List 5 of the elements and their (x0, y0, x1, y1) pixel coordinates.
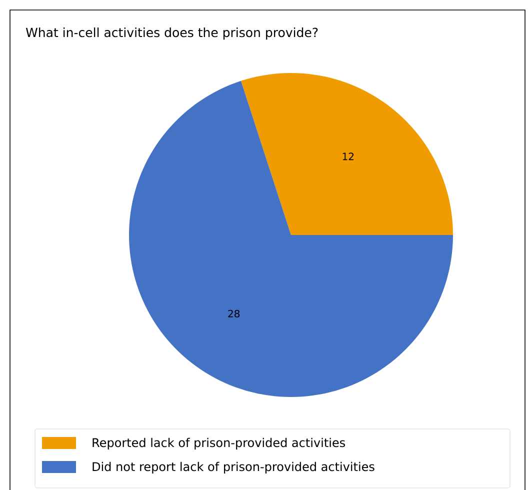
data-label: 12 (342, 152, 354, 160)
legend-label: Did not report lack of prison-provided activities (92, 462, 374, 474)
data-label: 28 (228, 310, 240, 318)
legend-label: Reported lack of prison-provided activities (92, 438, 346, 450)
chart-title: What in-cell activities does the prison provide? (26, 27, 318, 40)
